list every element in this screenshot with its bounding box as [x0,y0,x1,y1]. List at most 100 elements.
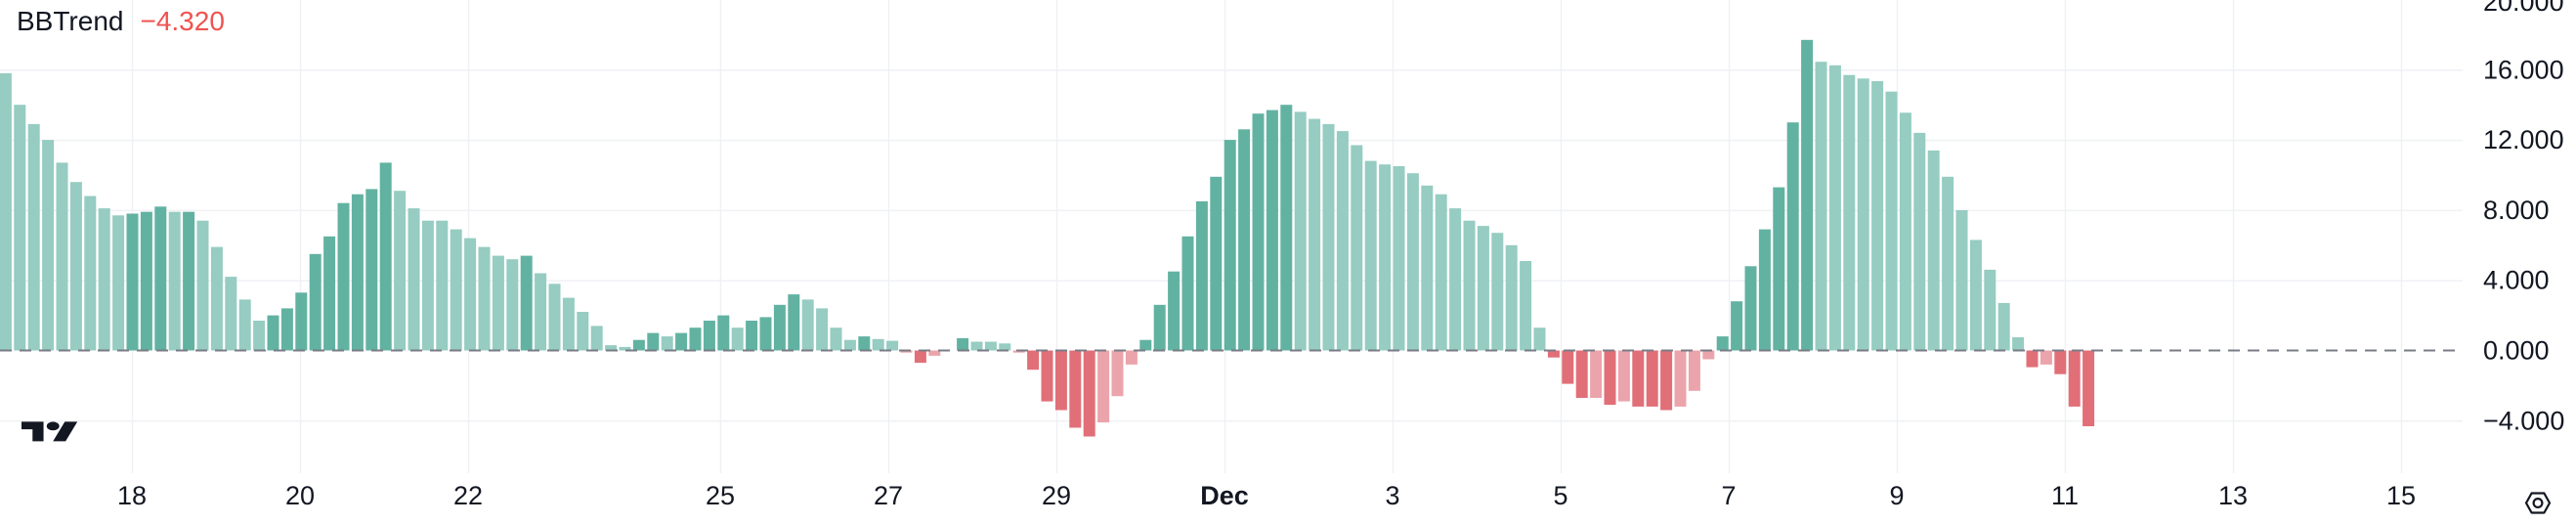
histogram-bar [1491,233,1504,351]
x-axis-label[interactable]: 11 [2051,481,2079,510]
histogram-bar [1322,123,1335,351]
y-axis-label[interactable]: 8.000 [2483,196,2550,225]
histogram-bar [2012,337,2025,351]
histogram-bar [689,328,702,351]
x-axis-label[interactable]: 27 [874,481,903,510]
x-axis-label[interactable]: 20 [285,481,315,510]
histogram-bar [210,246,223,351]
histogram-bar [619,346,631,351]
histogram-bar [1336,131,1349,351]
histogram-bar [999,343,1011,351]
histogram-bar [1955,209,1968,351]
indicator-legend[interactable]: BBTrend −4.320 [17,5,225,38]
y-axis-label[interactable]: −4.000 [2483,406,2564,435]
histogram-bar [872,338,884,351]
y-axis-label[interactable]: 4.000 [2483,266,2550,295]
x-axis-label[interactable]: Dec [1200,481,1249,510]
histogram-bar [535,273,547,351]
histogram-bar [1054,350,1067,411]
x-axis-label[interactable]: 29 [1042,481,1071,510]
histogram-bar [773,304,786,351]
indicator-name[interactable]: BBTrend [17,6,124,36]
histogram-bar [1449,208,1462,351]
histogram-bar [1731,301,1743,351]
histogram-bar [816,308,829,351]
histogram-bar [632,339,645,351]
histogram-bar [295,292,308,351]
histogram-bar [900,350,913,353]
histogram-bar [1885,91,1898,351]
x-axis-label[interactable]: 13 [2218,481,2248,510]
histogram-bar [1857,78,1869,351]
histogram-bar [1617,350,1630,402]
histogram-bar [1252,113,1265,351]
x-axis-label[interactable]: 18 [117,481,147,510]
histogram-bar [1168,271,1181,351]
tradingview-logo[interactable] [21,417,78,448]
histogram-bar [2039,350,2052,365]
histogram-bar [69,182,82,351]
histogram-bar [394,191,407,351]
histogram-bar [196,220,209,351]
histogram-bar [1744,266,1757,351]
histogram-bar [27,123,40,351]
price-scale-settings-icon[interactable] [2519,488,2556,519]
x-axis-label[interactable]: 15 [2386,481,2416,510]
histogram-bar [1969,240,1982,351]
histogram-bar [1210,176,1223,351]
histogram-bar [2082,350,2095,426]
histogram-bar [1505,244,1518,351]
histogram-bar [830,328,842,351]
histogram-bar [1125,350,1138,365]
histogram-bar [746,321,758,351]
histogram-bar [379,162,392,351]
histogram-bar [1069,350,1082,428]
histogram-bar [1280,105,1293,351]
histogram-bar [351,194,364,351]
histogram-bar [520,255,533,351]
histogram-bar [562,297,575,351]
histogram-bar [1533,328,1546,351]
histogram-bar [183,211,195,351]
histogram-bar [84,196,97,351]
histogram-bar [1463,220,1476,351]
histogram-bar [1716,336,1729,351]
histogram-bar [1027,350,1040,371]
histogram-bar [717,315,730,351]
histogram-bar [492,255,504,351]
histogram-bar [140,211,152,351]
histogram-bar [1871,81,1884,351]
histogram-bar [1379,164,1392,351]
x-axis-label[interactable]: 9 [1889,481,1904,510]
histogram-bar [225,277,237,351]
x-axis-label[interactable]: 7 [1721,481,1736,510]
y-axis-label[interactable]: 0.000 [2483,336,2550,366]
histogram-bar [788,294,800,351]
x-axis-label[interactable]: 22 [453,481,483,510]
histogram-bar [464,238,477,351]
y-axis-label[interactable]: 12.000 [2483,125,2564,154]
histogram-bar [421,220,434,351]
x-axis-label[interactable]: 25 [706,481,735,510]
histogram-bar [1238,129,1251,351]
histogram-bar [280,308,293,351]
x-axis-label[interactable]: 5 [1553,481,1567,510]
histogram-bar [928,350,941,356]
histogram-bar [984,341,997,351]
histogram-bar [548,284,561,351]
histogram-bar [1801,39,1814,351]
histogram-bar [1520,261,1532,351]
x-axis-label[interactable]: 3 [1385,481,1399,510]
histogram-bar [970,341,983,351]
histogram-bar [154,206,167,351]
histogram-bar [759,317,772,351]
histogram-bar [309,253,322,351]
histogram-bar [1181,236,1194,351]
histogram-bar [1688,350,1700,391]
y-axis-label[interactable]: 16.000 [2483,55,2564,84]
y-axis-label[interactable]: 20.000 [2483,0,2564,17]
histogram-bar [1406,173,1419,351]
histogram-bar [1997,303,2010,351]
